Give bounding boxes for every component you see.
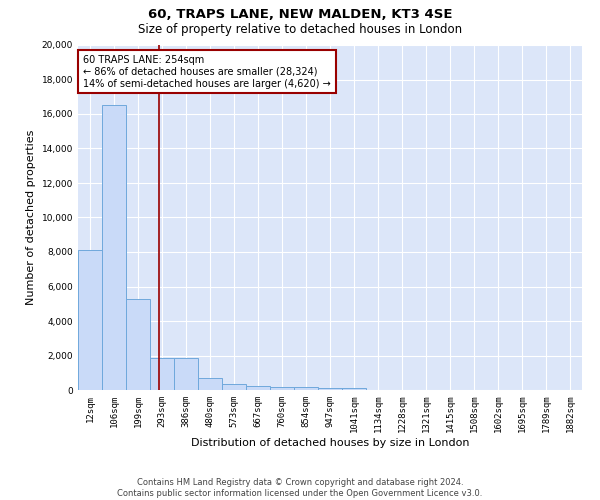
Bar bbox=[78, 250, 102, 390]
Bar bbox=[318, 388, 342, 390]
Bar bbox=[174, 358, 198, 390]
Bar bbox=[150, 358, 174, 390]
Bar bbox=[102, 106, 126, 390]
Y-axis label: Number of detached properties: Number of detached properties bbox=[26, 130, 36, 305]
Bar bbox=[294, 388, 318, 390]
Bar bbox=[270, 386, 294, 390]
Bar bbox=[246, 386, 270, 390]
Text: 60, TRAPS LANE, NEW MALDEN, KT3 4SE: 60, TRAPS LANE, NEW MALDEN, KT3 4SE bbox=[148, 8, 452, 20]
Bar bbox=[126, 298, 150, 390]
X-axis label: Distribution of detached houses by size in London: Distribution of detached houses by size … bbox=[191, 438, 469, 448]
Bar bbox=[198, 378, 222, 390]
Text: Contains HM Land Registry data © Crown copyright and database right 2024.
Contai: Contains HM Land Registry data © Crown c… bbox=[118, 478, 482, 498]
Text: Size of property relative to detached houses in London: Size of property relative to detached ho… bbox=[138, 22, 462, 36]
Bar bbox=[222, 384, 246, 390]
Bar bbox=[342, 388, 366, 390]
Text: 60 TRAPS LANE: 254sqm
← 86% of detached houses are smaller (28,324)
14% of semi-: 60 TRAPS LANE: 254sqm ← 86% of detached … bbox=[83, 56, 331, 88]
